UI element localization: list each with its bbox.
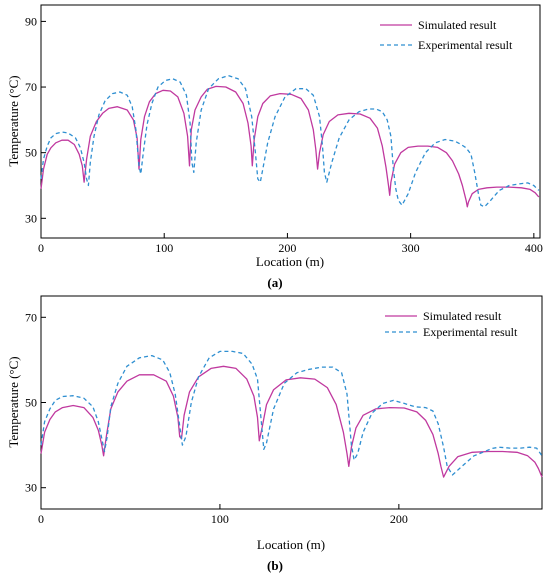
x-tick-label-a-0: 0 — [38, 241, 44, 255]
y-tick-label-a-90: 90 — [25, 14, 37, 28]
legend-label-experimental-a: Experimental result — [418, 38, 513, 52]
x-tick-label-b-0: 0 — [38, 512, 44, 526]
series-layer-a — [40, 74, 540, 208]
legend-a: Simulated result Experimental result — [380, 18, 513, 52]
chart-a: 0 100 200 300 400 30 50 70 90 Location (m) Tempe… — [6, 4, 543, 290]
x-tick-label-a-300: 300 — [402, 241, 420, 255]
legend-b: Simulated result Experimental result — [385, 309, 518, 339]
panel-label-b: (b) — [267, 558, 283, 573]
legend-label-simulated-b: Simulated result — [423, 309, 502, 323]
y-axis-label-b: Temperature (°C) — [6, 356, 21, 447]
x-axis-label-a: Location (m) — [256, 254, 324, 269]
plot-frame-a — [40, 4, 541, 239]
axes-a: 0 100 200 300 400 30 50 70 90 — [25, 14, 543, 255]
x-tick-label-b-100: 100 — [211, 512, 229, 526]
x-tick-label-a-200: 200 — [278, 241, 296, 255]
x-tick-label-a-400: 400 — [525, 241, 543, 255]
panel-label-a: (a) — [267, 275, 282, 290]
y-tick-label-b-50: 50 — [25, 396, 37, 410]
series-layer-b — [40, 350, 543, 478]
y-tick-label-b-70: 70 — [25, 310, 37, 324]
y-tick-label-a-50: 50 — [25, 146, 37, 160]
series-line-a-simulated — [40, 85, 540, 208]
y-tick-label-b-30: 30 — [25, 481, 37, 495]
axes-b: 0 100 200 30 50 70 — [25, 310, 408, 526]
chart-b: 0 100 200 30 50 70 Location (m) Temperature (… — [6, 295, 543, 573]
x-tick-label-a-100: 100 — [155, 241, 173, 255]
series-line-b-simulated — [40, 365, 543, 478]
y-axis-label-a: Temperature (°C) — [6, 75, 21, 166]
series-line-a-experimental — [40, 74, 540, 208]
x-tick-label-b-200: 200 — [390, 512, 408, 526]
y-tick-label-a-70: 70 — [25, 80, 37, 94]
y-tick-label-a-30: 30 — [25, 211, 37, 225]
legend-label-simulated-a: Simulated result — [418, 18, 497, 32]
x-axis-label-b: Location (m) — [257, 537, 325, 552]
legend-label-experimental-b: Experimental result — [423, 325, 518, 339]
series-line-b-experimental — [40, 350, 543, 476]
